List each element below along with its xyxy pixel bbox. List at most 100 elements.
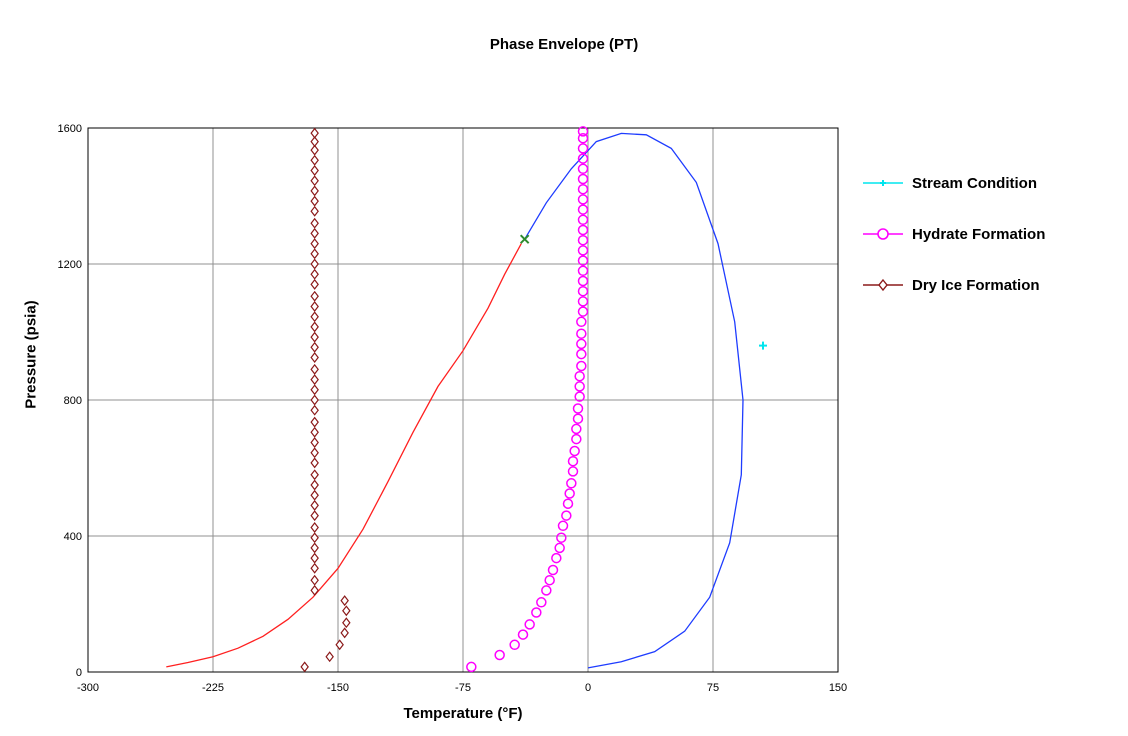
hydrate-point (574, 370, 585, 382)
legend-item-dry-ice-formation[interactable]: Dry Ice Formation (862, 272, 1045, 298)
legend-label-dry-ice-formation: Dry Ice Formation (912, 276, 1040, 294)
hydrate-point (524, 619, 535, 630)
dry-ice-point (310, 562, 319, 574)
dry-ice-point (310, 258, 319, 270)
hydrate-point (562, 498, 574, 509)
critical-point-marker (519, 234, 530, 244)
dry-ice-point (310, 341, 319, 353)
hydrate-point (577, 214, 589, 226)
dry-ice-point (310, 301, 319, 312)
hydrate-point (547, 564, 559, 576)
hydrate-point (576, 328, 587, 339)
bubble-point-curve (166, 243, 522, 668)
hydrate-point (577, 204, 589, 215)
legend-label-hydrate-formation: Hydrate Formation (912, 225, 1046, 243)
x-axis-label: Temperature (°F) (403, 705, 523, 722)
x-tick-label: 0 (585, 682, 591, 694)
dry-ice-point (310, 510, 319, 522)
dry-ice-point (310, 185, 319, 197)
dry-ice-point (310, 154, 319, 166)
dry-ice-point (310, 499, 319, 511)
legend: Stream Condition Hydrate Formation Dry I… (862, 170, 1045, 323)
hydrate-point (577, 153, 589, 164)
hydrate-point (577, 143, 589, 154)
dry-ice-point (310, 217, 319, 229)
dry-ice-point (310, 404, 319, 416)
hydrate-point (577, 306, 589, 317)
hydrate-point (577, 275, 589, 287)
dry-ice-point (310, 522, 319, 533)
hydrate-point (557, 520, 569, 532)
legend-label-stream-condition: Stream Condition (912, 174, 1038, 192)
legend-marker-stream-condition (863, 180, 903, 186)
hydrate-point (567, 466, 579, 477)
x-tick-label: -150 (327, 682, 349, 694)
hydrate-point (566, 478, 577, 489)
hydrate-point (564, 488, 575, 499)
hydrate-point (571, 433, 582, 445)
dry-ice-point (310, 416, 319, 428)
legend-marker-dry-ice-formation (863, 278, 903, 292)
dry-ice-point (310, 311, 319, 323)
dry-ice-point (310, 290, 319, 302)
dry-ice-point (300, 661, 309, 673)
hydrate-point (494, 649, 505, 661)
hydrate-point (551, 552, 562, 564)
dry-ice-point (310, 552, 319, 564)
dry-ice-point (310, 363, 319, 375)
legend-item-hydrate-formation[interactable]: Hydrate Formation (862, 221, 1045, 247)
dry-ice-point (325, 651, 334, 663)
dry-ice-point (310, 447, 319, 459)
x-tick-label: 75 (707, 682, 719, 694)
dry-ice-point (310, 584, 319, 596)
plot-frame (87, 127, 839, 673)
hydrate-point (572, 413, 584, 424)
hydrate-point (536, 597, 547, 608)
hydrate-point (577, 183, 589, 195)
hydrate-point (577, 132, 589, 144)
hydrate-point (576, 348, 587, 360)
dry-ice-point (310, 227, 319, 239)
dry-ice-point (310, 321, 319, 333)
dry-ice-point (310, 205, 319, 217)
y-tick-label: 400 (64, 531, 82, 543)
dry-ice-point (342, 617, 351, 629)
dry-ice-point (310, 384, 319, 396)
hydrate-point (577, 194, 589, 205)
hydrate-point (576, 360, 587, 372)
hydrate-point (577, 163, 589, 175)
dry-ice-point (335, 639, 344, 651)
hydrate-point (577, 245, 589, 256)
hydrate-point (577, 224, 589, 236)
dry-ice-point (310, 574, 319, 586)
dry-ice-point (310, 165, 319, 176)
dry-ice-point (310, 542, 319, 554)
hydrate-point (544, 574, 555, 586)
dry-ice-point (310, 352, 319, 363)
hydrate-point (577, 265, 589, 277)
dry-ice-point (310, 268, 319, 280)
hydrate-point (577, 255, 589, 266)
dry-ice-point (310, 489, 319, 501)
dry-ice-point (310, 144, 319, 156)
dry-ice-point (310, 127, 319, 139)
hydrate-point (577, 296, 589, 307)
chart-title: Phase Envelope (PT) (489, 36, 639, 53)
x-tick-label: -300 (77, 682, 99, 694)
hydrate-point (576, 316, 587, 328)
y-axis-label: Pressure (psia) (22, 300, 40, 409)
hydrate-point (569, 445, 580, 457)
hydrate-point (574, 391, 585, 402)
hydrate-point (517, 629, 529, 640)
dry-ice-point (310, 278, 319, 290)
hydrate-point (571, 423, 582, 435)
hydrate-point (572, 403, 584, 414)
dry-ice-point (310, 437, 319, 448)
legend-item-stream-condition[interactable]: Stream Condition (862, 170, 1045, 196)
hydrate-point (556, 532, 567, 543)
hydrate-point (561, 510, 572, 521)
hydrate-point (577, 126, 589, 137)
hydrate-point (541, 585, 552, 596)
hydrate-point (576, 338, 587, 350)
